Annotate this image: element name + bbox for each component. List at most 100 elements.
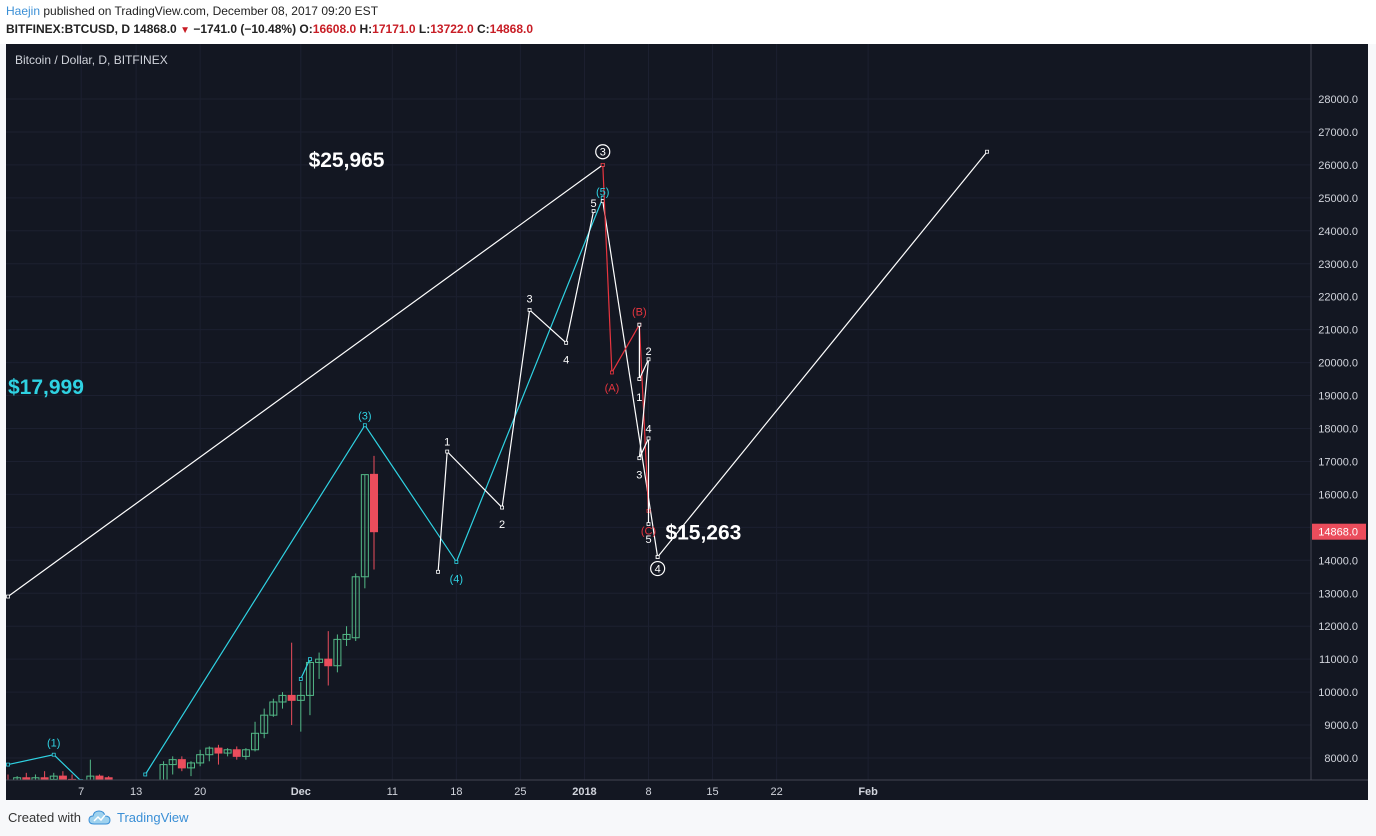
candle-body — [177, 759, 186, 769]
ohlc-line: BITFINEX:BTCUSD, D 14868.0 ▼ −1741.0 (−1… — [6, 22, 533, 36]
last-price-tag-label: 14868.0 — [1318, 527, 1358, 539]
candle-body — [269, 701, 278, 716]
price-tick-label: 21000.0 — [1318, 325, 1358, 337]
wave-point-handle — [646, 522, 651, 526]
time-tick-label: 20 — [194, 786, 206, 798]
wave-point-handle — [143, 772, 148, 777]
wave-point-handle — [6, 762, 10, 767]
wave-point-handle — [637, 322, 642, 327]
candle-body — [159, 764, 168, 780]
wave-label: 2 — [645, 346, 651, 358]
wave-point-handle — [6, 594, 10, 599]
time-tick-label: 11 — [387, 786, 398, 798]
wave-point-handle — [445, 449, 450, 454]
chart-background — [6, 44, 1368, 800]
price-tick-label: 20000.0 — [1318, 358, 1358, 370]
wave-point-handle — [436, 569, 440, 574]
published-text: published on TradingView.com, December 0… — [40, 4, 379, 18]
footer: Created with TradingView — [0, 800, 1376, 836]
candle-body — [168, 759, 177, 766]
low-label: L: — [418, 22, 431, 36]
wave-point-handle — [637, 456, 642, 461]
wave-point-handle — [637, 377, 642, 381]
time-tick-label: 7 — [78, 786, 84, 798]
price-chart[interactable]: $25,965 $17,999 $15,263 (1) (3) (4) (5) 1 2 3 4 5 (A… — [6, 44, 1368, 800]
circled-wave-label: 3 — [600, 147, 606, 159]
author-link[interactable]: Haejin — [6, 4, 41, 18]
time-tick-label: Dec — [291, 786, 311, 798]
candle-body — [251, 732, 260, 751]
chart-title: Bitcoin / Dollar, D, BITFINEX — [15, 53, 168, 67]
wave-point-handle — [985, 149, 989, 154]
price-tick-label: 28000.0 — [1318, 94, 1358, 106]
white-wave-line — [437, 210, 595, 572]
time-axis[interactable]: 7 13 20 Dec 11 18 25 2018 8 15 22 Feb — [78, 786, 878, 798]
white-wave-line — [7, 164, 604, 597]
cyan-wave-line — [144, 197, 604, 775]
candle-body — [58, 775, 67, 780]
wave-label: (3) — [358, 410, 371, 422]
candle-body — [95, 775, 104, 780]
price-tick-label: 11000.0 — [1319, 654, 1358, 666]
time-tick-label: 15 — [706, 786, 718, 798]
wave-point-handle — [527, 307, 532, 312]
time-tick-label: 13 — [130, 786, 142, 798]
cyan-wave-line — [300, 658, 311, 680]
wave-lines — [6, 149, 989, 780]
time-tick-label: 18 — [450, 786, 462, 798]
wave-label: 1 — [636, 392, 642, 404]
candles — [7, 455, 378, 780]
time-tick-label: 8 — [645, 786, 651, 798]
price-tick-label: 27000.0 — [1318, 127, 1358, 139]
wave-label: 1 — [444, 437, 450, 449]
chart-header: Haejin published on TradingView.com, Dec… — [0, 0, 1376, 44]
candle-body — [223, 749, 232, 754]
wave-point-handle — [564, 340, 569, 345]
wave-point-handle — [646, 436, 651, 441]
candle-body — [22, 777, 31, 780]
wave-point-handle — [655, 555, 660, 559]
candle-body — [31, 777, 40, 780]
price-tick-label: 24000.0 — [1318, 226, 1358, 238]
wave-label: 4 — [563, 354, 569, 366]
down-arrow-icon: ▼ — [180, 25, 190, 36]
wave-label: 4 — [645, 424, 651, 436]
candle-body — [305, 661, 314, 696]
candle-body — [278, 694, 287, 703]
open-label: O: — [299, 22, 313, 36]
wave-label: 2 — [499, 519, 505, 531]
candle-body — [232, 749, 241, 757]
candle-body — [360, 474, 369, 578]
price-tick-label: 22000.0 — [1318, 292, 1358, 304]
candle-body — [187, 762, 195, 769]
circled-wave-label: 4 — [655, 564, 661, 576]
price-tick-label: 18000.0 — [1318, 424, 1358, 436]
time-tick-label: Feb — [858, 786, 878, 798]
candle-body — [260, 714, 269, 734]
created-with-text: Created with — [8, 810, 81, 825]
symbol-label[interactable]: BITFINEX:BTCUSD, D — [6, 22, 130, 36]
wave-point-handle — [646, 357, 651, 362]
tradingview-link[interactable]: TradingView — [117, 810, 189, 825]
price-tick-label: 10000.0 — [1318, 687, 1358, 699]
wave-label: (4) — [450, 573, 463, 585]
circled-wave-marker — [650, 560, 666, 577]
wave-label: 5 — [591, 198, 597, 210]
wave-point-handle — [454, 560, 459, 564]
wave-label: (B) — [632, 307, 647, 319]
wave-label: (C) — [641, 526, 656, 538]
price-tick-label: 9000.0 — [1324, 720, 1358, 732]
red-wave-line — [602, 164, 650, 511]
candle-body — [333, 638, 342, 667]
price-tick-label: 23000.0 — [1318, 259, 1358, 271]
candle-body — [370, 473, 378, 533]
price-axis[interactable]: 8000.0 9000.0 10000.0 11000.0 12000.0 13000.0… — [1312, 94, 1366, 765]
wave-label: $17,999 — [8, 376, 84, 399]
circled-wave-marker — [595, 144, 611, 160]
wave-point-handle — [308, 657, 312, 662]
price-tick-label: 25000.0 — [1318, 193, 1358, 205]
wave-label: (5) — [596, 186, 609, 198]
wave-point-handle — [600, 163, 605, 167]
last-price: 14868.0 — [133, 22, 177, 36]
chart-area[interactable]: $25,965 $17,999 $15,263 (1) (3) (4) (5) 1 2 3 4 5 (A… — [6, 44, 1368, 800]
